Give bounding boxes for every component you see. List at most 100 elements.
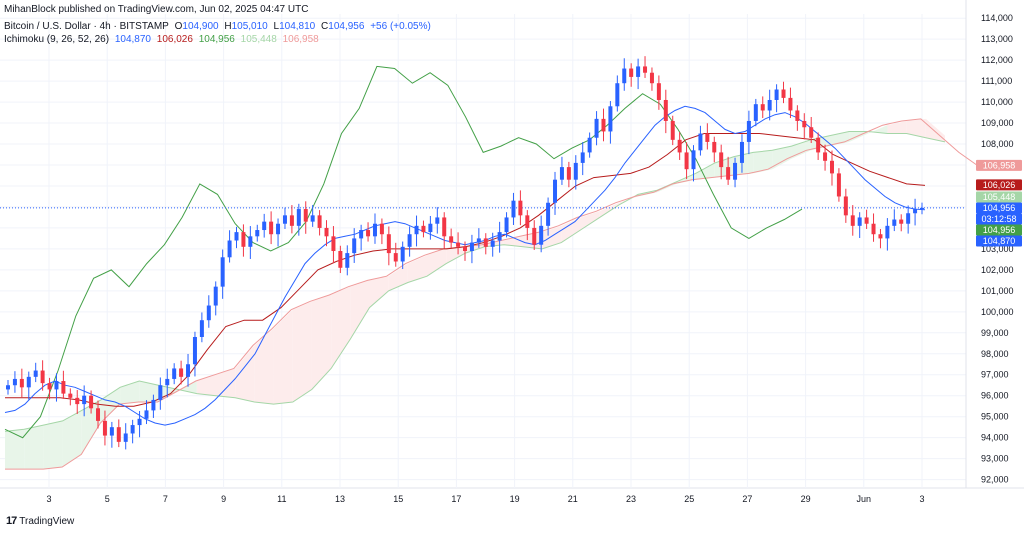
candle-body <box>234 232 239 241</box>
time-tick-label: 21 <box>568 494 578 504</box>
ichimoku-span-b-value: 106,958 <box>282 34 319 45</box>
candle-body <box>206 305 211 321</box>
time-tick-label: 3 <box>919 494 924 504</box>
price-badge-label: 104,870 <box>983 236 1016 246</box>
candle-body <box>587 137 592 153</box>
candle-body <box>622 68 627 84</box>
candle-body <box>532 227 537 245</box>
candle-body <box>663 99 668 121</box>
candle-body <box>733 162 738 180</box>
candle-body <box>61 381 66 394</box>
publisher-text: MihanBlock published on TradingView.com,… <box>4 4 309 15</box>
cloud-segment <box>196 374 217 396</box>
symbol-legend[interactable]: Bitcoin / U.S. Dollar · 4h · BITSTAMP O1… <box>4 21 434 32</box>
candle-body <box>317 215 322 228</box>
candle-body <box>649 72 654 84</box>
cloud-segment <box>753 150 773 174</box>
candle-body <box>75 397 80 405</box>
candle-body <box>643 66 648 73</box>
cloud-segment <box>254 328 274 405</box>
ichimoku-title[interactable]: Ichimoku (9, 26, 52, 26) <box>4 34 110 45</box>
candle-body <box>899 219 904 224</box>
candle-body <box>774 89 779 100</box>
candle-body <box>421 225 426 233</box>
candle-body <box>712 141 717 153</box>
price-tick-label: 93,000 <box>981 454 1009 464</box>
price-badge <box>976 202 1022 214</box>
candle-body <box>559 167 564 180</box>
cloud-segment <box>733 152 754 176</box>
price-tick-label: 101,000 <box>981 286 1014 296</box>
candle-body <box>636 66 641 77</box>
price-tick-label: 102,000 <box>981 265 1014 275</box>
price-badge-label: 104,956 <box>983 203 1016 213</box>
time-tick-label: 9 <box>221 494 226 504</box>
price-badge-label: 105,448 <box>983 192 1016 202</box>
candle-body <box>809 127 814 138</box>
price-badge-label: 104,956 <box>983 225 1016 235</box>
candle-body <box>670 120 675 140</box>
tradingview-brand[interactable]: 17 TradingView <box>6 515 74 527</box>
candle-body <box>213 286 218 306</box>
candle-body <box>781 89 786 98</box>
candle-body <box>172 368 177 379</box>
candle-body <box>269 221 274 235</box>
candle-body <box>227 240 232 258</box>
price-badges: 106,958106,026105,448104,95603:12:58104,… <box>976 159 1022 247</box>
candle-body <box>829 160 834 174</box>
price-tick-label: 99,000 <box>981 328 1009 338</box>
cloud-segment <box>427 248 447 277</box>
ichimoku-legend[interactable]: Ichimoku (9, 26, 52, 26) 104,870 106,026… <box>4 34 322 45</box>
price-badge <box>976 179 1022 191</box>
price-tick-label: 103,000 <box>981 244 1014 254</box>
candle-body <box>165 378 170 386</box>
candle-body <box>850 215 855 226</box>
candle-body <box>19 378 24 388</box>
candle-body <box>241 232 246 247</box>
candle-body <box>795 110 800 121</box>
chikou-lagging-line <box>4 65 803 439</box>
symbol-title[interactable]: Bitcoin / U.S. Dollar · 4h · BITSTAMP <box>4 21 169 32</box>
cloud-segment <box>772 146 792 170</box>
cloud-segment <box>887 120 907 134</box>
candle-body <box>68 393 73 398</box>
candle-body <box>726 167 731 180</box>
time-tick-label: 29 <box>801 494 811 504</box>
time-axis[interactable]: 3 5 7 9 11 13 15 17 19 21 23 25 27 29 Jun 3 <box>46 494 924 504</box>
brand-text: TradingView <box>19 515 75 527</box>
change-value: +56 (+0.05%) <box>370 21 431 32</box>
candle-body <box>54 381 59 390</box>
ichimoku-lagging-value: 104,956 <box>198 34 235 45</box>
candle-body <box>705 133 710 142</box>
candle-body <box>276 223 281 235</box>
price-badge <box>976 213 1022 225</box>
price-axis[interactable]: 92,000 93,000 94,000 95,000 96,000 97,000 98,0… <box>981 13 1014 484</box>
cloud-segment <box>120 381 140 405</box>
price-tick-label: 109,000 <box>981 118 1014 128</box>
candle-body <box>109 427 114 436</box>
candle-body <box>352 238 357 254</box>
cloud-segment <box>542 225 562 249</box>
candle-body <box>691 150 696 170</box>
price-tick-label: 114,000 <box>981 13 1013 23</box>
candle-body <box>96 408 101 421</box>
candle-body <box>546 202 551 226</box>
candle-body <box>788 97 793 111</box>
candle-body <box>608 106 613 132</box>
candle-body <box>469 242 474 251</box>
cloud-segment <box>695 162 715 180</box>
price-tick-label: 92,000 <box>981 475 1009 485</box>
low-label: L <box>273 21 280 32</box>
candle-body <box>220 257 225 287</box>
price-badge <box>976 191 1022 203</box>
candle-body <box>428 223 433 233</box>
candle-body <box>282 215 287 224</box>
candle-body <box>386 234 391 254</box>
candle-body <box>12 378 17 386</box>
candle-body <box>490 240 495 247</box>
time-tick-label: 7 <box>163 494 168 504</box>
candle-body <box>739 141 744 163</box>
candle-body <box>719 152 724 168</box>
